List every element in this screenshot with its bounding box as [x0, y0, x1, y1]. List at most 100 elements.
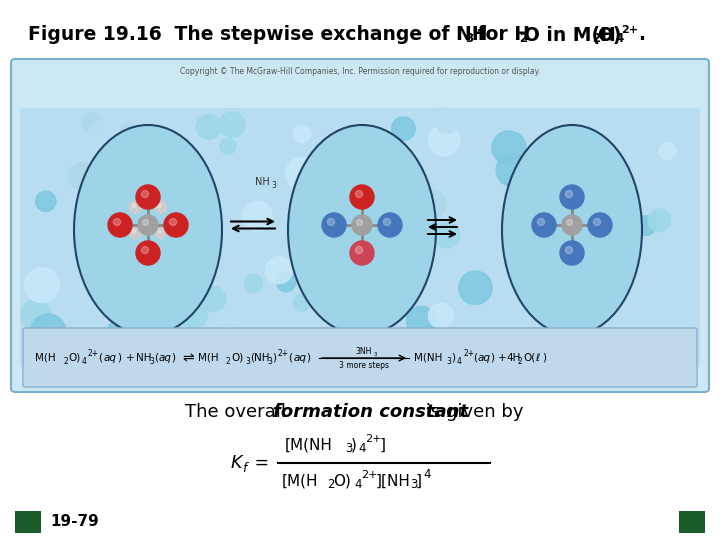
Circle shape: [532, 213, 556, 237]
Text: 3: 3: [271, 181, 276, 191]
Text: 4: 4: [615, 32, 624, 45]
Text: M(H: M(H: [198, 353, 219, 363]
Circle shape: [141, 191, 148, 198]
Text: 3: 3: [465, 32, 473, 45]
Text: 2: 2: [519, 32, 527, 45]
Text: The stepwise exchange of NH: The stepwise exchange of NH: [155, 25, 487, 44]
Text: aq: aq: [478, 353, 491, 363]
Circle shape: [560, 185, 584, 209]
Ellipse shape: [502, 125, 642, 335]
Circle shape: [560, 241, 584, 265]
Circle shape: [243, 201, 272, 231]
Text: aq: aq: [294, 353, 307, 363]
Circle shape: [130, 201, 141, 213]
Circle shape: [114, 218, 121, 226]
Text: 2+: 2+: [88, 349, 99, 359]
Circle shape: [354, 230, 388, 264]
Text: ℓ: ℓ: [535, 353, 539, 363]
Circle shape: [510, 206, 535, 231]
Text: 2: 2: [592, 32, 600, 45]
FancyBboxPatch shape: [15, 511, 41, 533]
Circle shape: [169, 218, 176, 226]
Circle shape: [443, 308, 459, 325]
Text: (: (: [288, 353, 292, 363]
Circle shape: [158, 230, 161, 233]
Circle shape: [323, 191, 341, 208]
Circle shape: [359, 172, 380, 193]
Circle shape: [158, 204, 161, 207]
FancyBboxPatch shape: [20, 108, 700, 367]
Circle shape: [356, 191, 363, 198]
Circle shape: [565, 191, 572, 198]
Circle shape: [383, 218, 391, 226]
Circle shape: [153, 339, 174, 360]
Circle shape: [346, 207, 382, 243]
Text: 19-79: 19-79: [50, 515, 99, 530]
FancyBboxPatch shape: [11, 59, 709, 392]
Text: ): ): [306, 353, 310, 363]
Text: for H: for H: [471, 25, 530, 44]
Circle shape: [276, 273, 296, 292]
Text: NH: NH: [136, 353, 151, 363]
Circle shape: [136, 185, 160, 209]
Text: M(H: M(H: [35, 353, 55, 363]
Circle shape: [267, 314, 296, 343]
Text: [M(H: [M(H: [282, 474, 318, 489]
Circle shape: [603, 190, 631, 217]
Circle shape: [82, 113, 102, 133]
Circle shape: [21, 300, 51, 329]
Ellipse shape: [288, 125, 436, 335]
Text: O): O): [231, 353, 243, 363]
Text: M(NH: M(NH: [414, 353, 442, 363]
Circle shape: [432, 107, 453, 128]
Text: 4: 4: [423, 469, 431, 482]
Text: $K$: $K$: [230, 454, 245, 472]
Circle shape: [392, 117, 415, 140]
Text: ): ): [451, 353, 455, 363]
Circle shape: [155, 201, 167, 213]
Text: 3NH: 3NH: [356, 347, 372, 355]
Text: ⇌: ⇌: [182, 351, 194, 365]
Circle shape: [37, 347, 59, 368]
Circle shape: [297, 216, 330, 249]
Circle shape: [556, 316, 580, 340]
Circle shape: [562, 152, 588, 178]
Circle shape: [333, 200, 361, 230]
Circle shape: [164, 213, 188, 237]
Circle shape: [593, 218, 600, 226]
Text: ]: ]: [380, 437, 386, 453]
Circle shape: [567, 219, 572, 226]
Text: =: =: [249, 454, 269, 472]
Circle shape: [598, 233, 625, 260]
Circle shape: [543, 314, 575, 346]
Circle shape: [130, 227, 141, 239]
Circle shape: [244, 274, 263, 293]
Circle shape: [108, 213, 132, 237]
Text: Copyright © The McGraw-Hill Companies, Inc. Permission required for reproduction: Copyright © The McGraw-Hill Companies, I…: [180, 68, 540, 77]
Circle shape: [98, 136, 133, 171]
Circle shape: [143, 219, 148, 226]
Circle shape: [356, 246, 363, 254]
Circle shape: [588, 213, 612, 237]
Text: is given by: is given by: [420, 403, 523, 421]
Text: ][NH: ][NH: [376, 474, 411, 489]
Circle shape: [554, 185, 582, 214]
Text: 4: 4: [354, 478, 361, 491]
Text: 2: 2: [63, 357, 68, 366]
Circle shape: [496, 154, 528, 186]
Circle shape: [492, 131, 526, 165]
Circle shape: [436, 111, 459, 133]
Circle shape: [201, 287, 226, 312]
Text: 2: 2: [327, 478, 335, 491]
Circle shape: [293, 294, 310, 311]
Text: aq: aq: [104, 353, 117, 363]
Circle shape: [266, 257, 292, 284]
Circle shape: [537, 218, 544, 226]
Circle shape: [108, 321, 125, 339]
Circle shape: [428, 125, 460, 156]
Text: (: (: [154, 353, 158, 363]
FancyBboxPatch shape: [23, 328, 697, 387]
Circle shape: [155, 227, 167, 239]
Circle shape: [24, 268, 60, 303]
Text: 2+: 2+: [463, 349, 474, 359]
